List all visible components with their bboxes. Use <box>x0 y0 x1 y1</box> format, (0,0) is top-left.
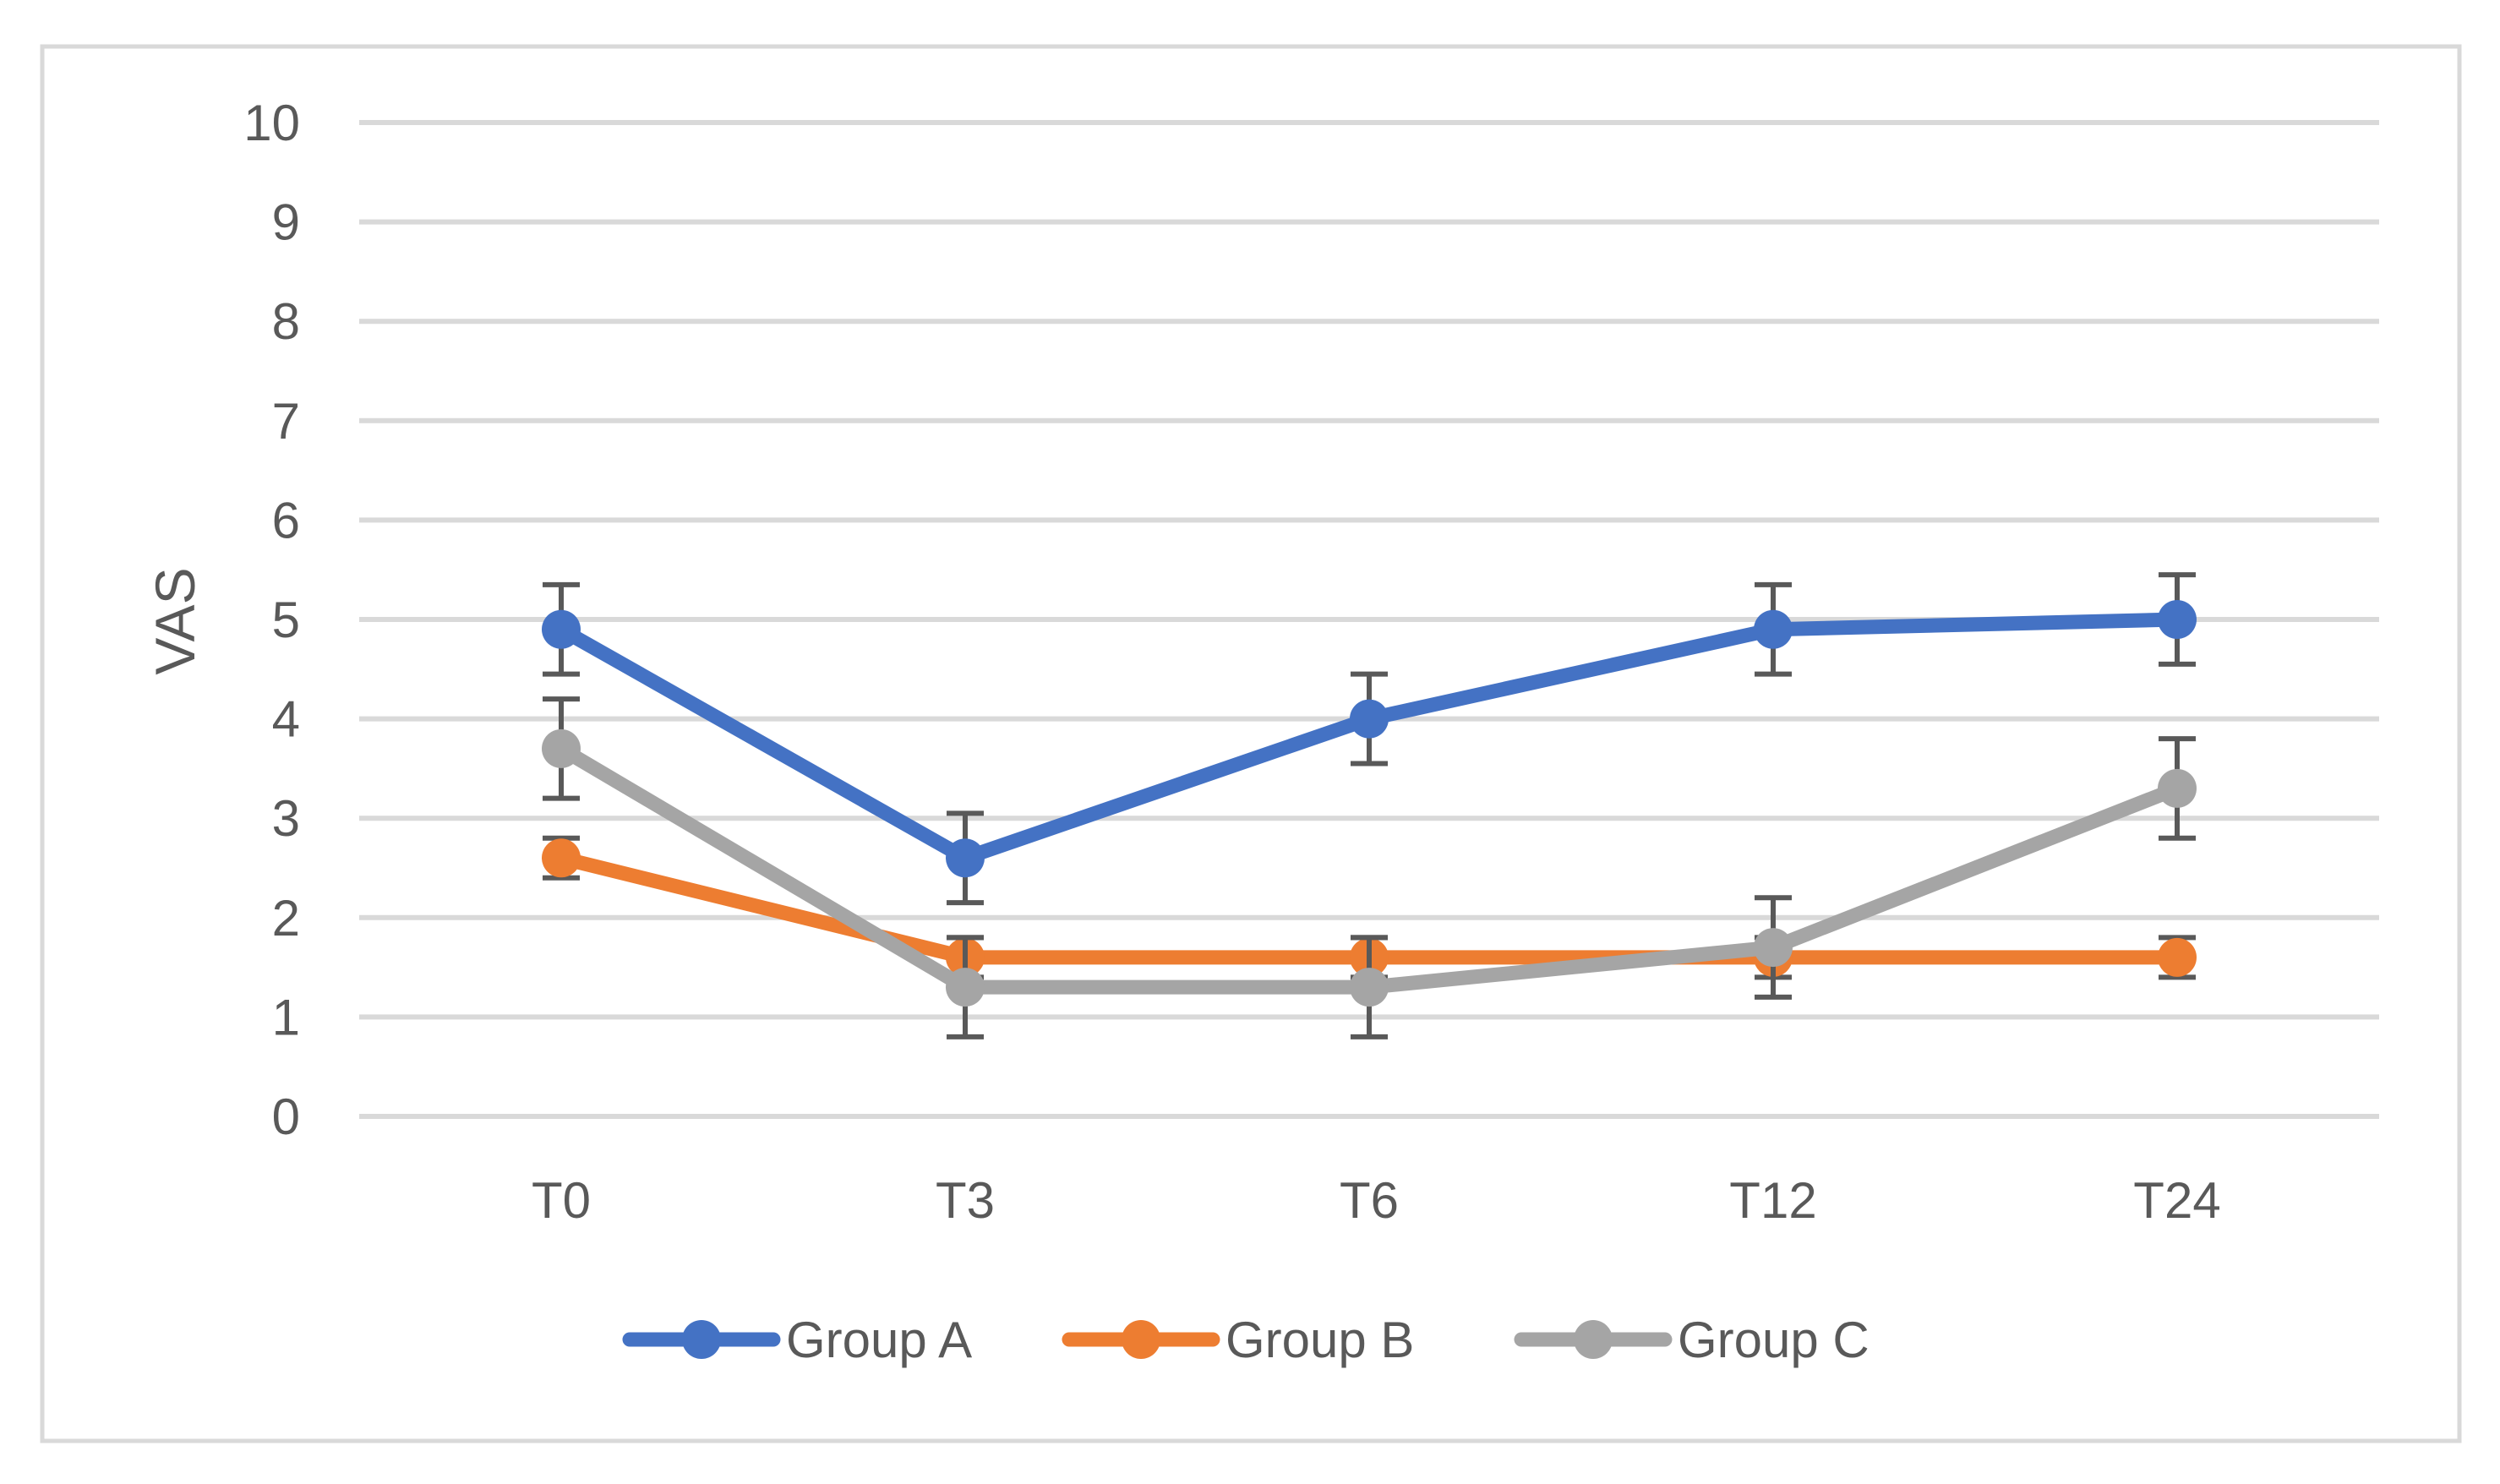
data-point <box>1350 699 1389 739</box>
data-point <box>542 728 581 768</box>
legend: Group A Group B Group C <box>622 1312 1870 1368</box>
data-point <box>2158 937 2197 977</box>
y-tick-label: 1 <box>272 989 300 1045</box>
y-axis-title: VAS <box>144 567 206 674</box>
x-axis-ticks: T0 T3 T6 T12 T24 <box>532 1172 2221 1229</box>
x-tick-label: T24 <box>2133 1172 2220 1229</box>
x-tick-label: T6 <box>1340 1172 1399 1229</box>
x-tick-label: T3 <box>936 1172 995 1229</box>
series-group <box>542 696 2197 1039</box>
data-point <box>1754 609 1793 649</box>
legend-item: Group C <box>1514 1312 1870 1368</box>
x-tick-label: T12 <box>1729 1172 1816 1229</box>
y-tick-label: 7 <box>272 393 300 450</box>
y-tick-label: 2 <box>272 890 300 947</box>
data-point <box>946 968 985 1007</box>
data-point <box>1754 928 1793 968</box>
y-tick-label: 10 <box>243 95 300 151</box>
legend-item: Group A <box>622 1312 972 1368</box>
data-point <box>1350 968 1389 1007</box>
legend-item: Group B <box>1062 1312 1414 1368</box>
series-group <box>542 572 2197 906</box>
legend-swatch-marker <box>682 1320 721 1359</box>
y-tick-label: 8 <box>272 293 300 350</box>
chart-frame <box>40 44 2462 1443</box>
data-point <box>542 838 581 878</box>
legend-label: Group B <box>1225 1312 1414 1368</box>
y-tick-label: 4 <box>272 691 300 748</box>
y-tick-label: 5 <box>272 592 300 648</box>
y-tick-label: 6 <box>272 492 300 548</box>
data-point <box>946 838 985 878</box>
legend-swatch-marker <box>1122 1320 1160 1359</box>
legend-swatch-marker <box>1574 1320 1613 1359</box>
legend-label: Group A <box>786 1312 972 1368</box>
data-point <box>2158 768 2197 808</box>
x-tick-label: T0 <box>532 1172 591 1229</box>
data-point <box>2158 600 2197 639</box>
y-tick-label: 9 <box>272 194 300 251</box>
series-layer <box>542 572 2197 1039</box>
data-point <box>542 609 581 649</box>
legend-label: Group C <box>1678 1312 1870 1368</box>
y-tick-label: 0 <box>272 1088 300 1145</box>
y-axis-ticks: 0 1 2 3 4 5 6 7 8 9 10 <box>243 95 300 1145</box>
y-tick-label: 3 <box>272 790 300 847</box>
